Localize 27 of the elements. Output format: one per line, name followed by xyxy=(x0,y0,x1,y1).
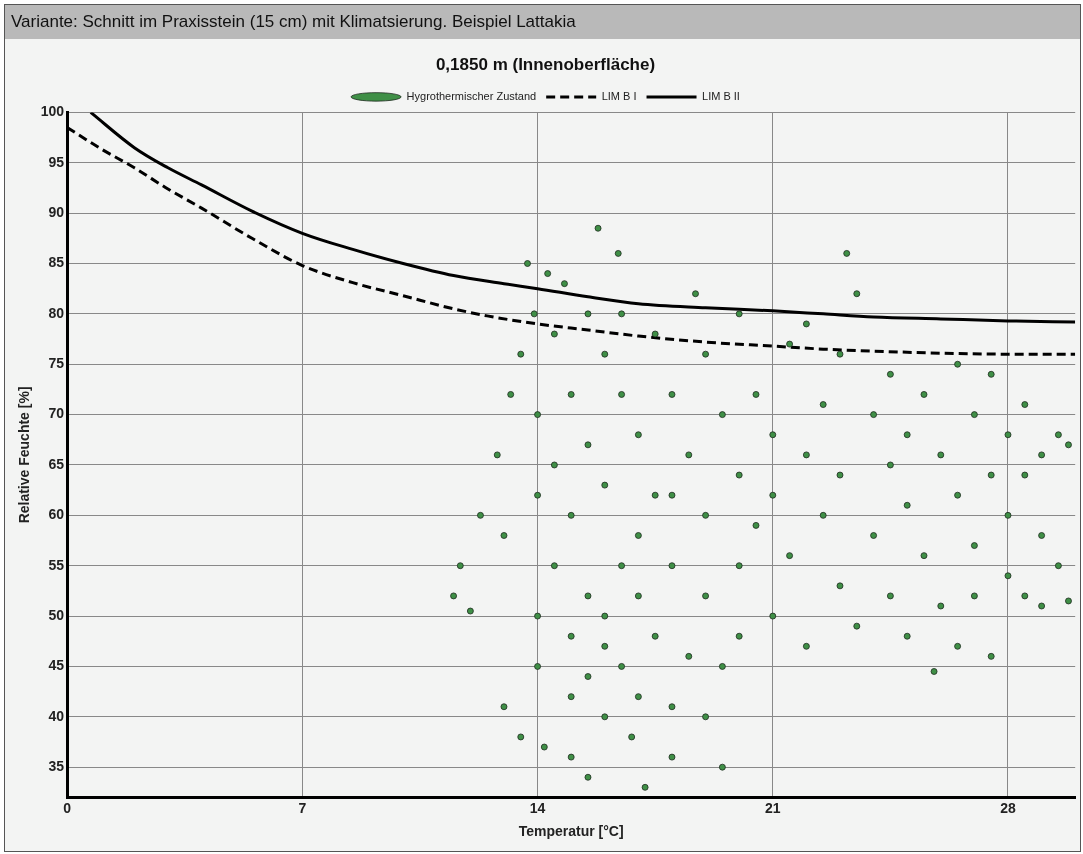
text: Variante: Schnitt im Praxisstein (15 cm) mit Klimatsierung. Beispiel Lattakia xyxy=(5,5,1080,39)
y-axis-title: Relative Feuchte [%] xyxy=(16,386,33,524)
y-tick-label: 55 xyxy=(48,556,65,573)
y-tick-label: 60 xyxy=(48,506,65,523)
legend-label: Hygrothermischer Zustand xyxy=(406,89,537,102)
legend-label: LIM B II xyxy=(702,89,740,102)
y-tick-label: 75 xyxy=(48,355,65,372)
legend-label: LIM B I xyxy=(601,89,637,102)
y-tick-label: 45 xyxy=(48,657,65,674)
x-tick-label: 21 xyxy=(765,799,781,816)
y-tick-label: 35 xyxy=(48,758,65,775)
y-tick-label: 100 xyxy=(40,103,65,120)
y-tick-label: 80 xyxy=(48,304,65,321)
x-tick-label: 28 xyxy=(1000,799,1016,816)
y-tick-label: 70 xyxy=(48,405,65,422)
x-tick-label: 0 xyxy=(63,799,72,816)
x-tick-label: 14 xyxy=(529,799,546,816)
y-tick-label: 85 xyxy=(48,254,65,271)
line-series xyxy=(89,112,1076,324)
y-tick-label: 95 xyxy=(48,153,65,170)
y-tick-label: 40 xyxy=(48,707,65,724)
y-tick-label: 65 xyxy=(48,455,65,472)
y-tick-label: 90 xyxy=(48,203,65,220)
y-tick-label: 50 xyxy=(48,606,65,623)
x-tick-label: 7 xyxy=(298,799,307,816)
chart-title: 0,1850 m (Innenoberfläche) xyxy=(435,54,656,74)
x-axis-title: Temperatur [°C] xyxy=(518,823,624,840)
